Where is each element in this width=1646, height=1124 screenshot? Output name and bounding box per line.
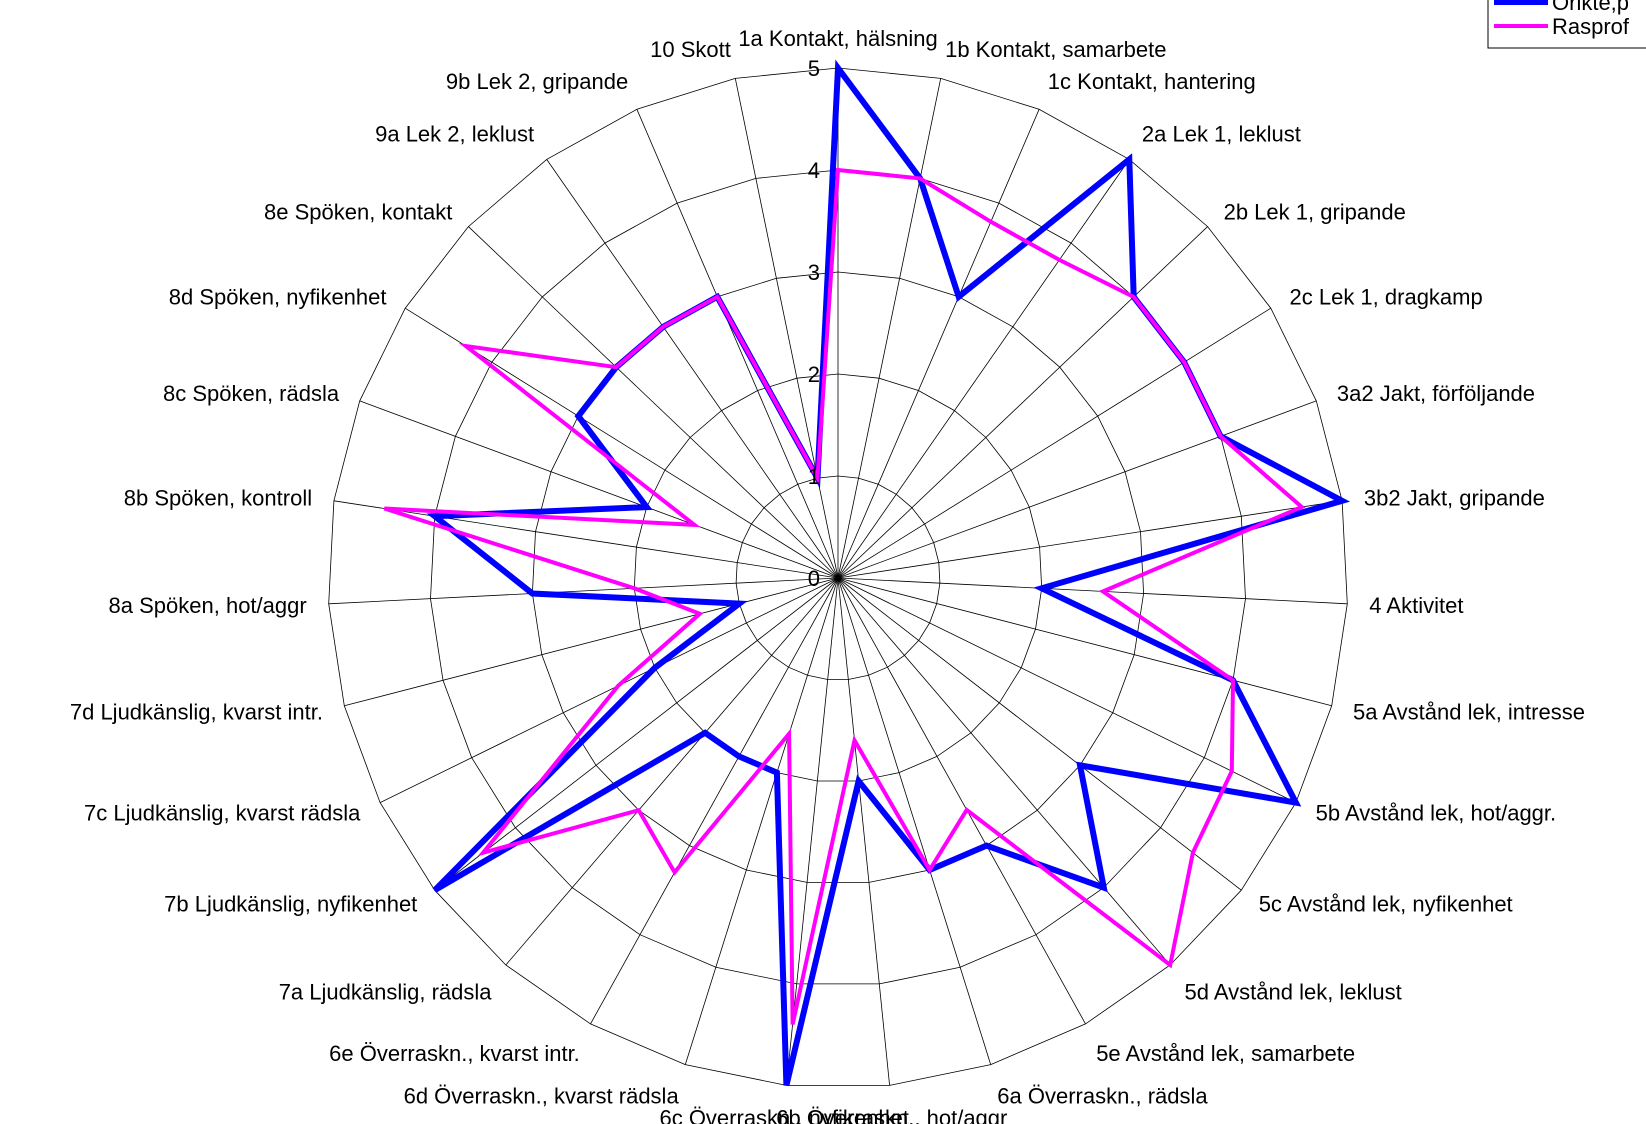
spoke	[786, 577, 839, 1086]
category-label: 6c Överraskn., nyfikenhet	[659, 1105, 908, 1124]
category-label: 7b Ljudkänslig, nyfikenhet	[164, 892, 417, 917]
grid-ring-5	[328, 67, 1348, 1086]
series-line-1	[426, 59, 1351, 1087]
spoke	[344, 577, 839, 707]
legend-entry-2: Rasprof	[1552, 14, 1630, 39]
spoke	[590, 577, 839, 1025]
spoke	[837, 577, 890, 1086]
spoke	[546, 159, 839, 579]
category-label: 5b Avstånd lek, hot/aggr.	[1316, 800, 1557, 825]
tick-label: 4	[808, 158, 820, 183]
series-lines	[383, 59, 1351, 1087]
category-label: 9a Lek 2, leklust	[375, 121, 534, 146]
category-labels: 1a Kontakt, hälsning 1b Kontakt, samarbet…	[70, 26, 1585, 1124]
category-label: 2a Lek 1, leklust	[1142, 121, 1301, 146]
spoke	[837, 226, 1208, 579]
spoke	[734, 78, 839, 579]
spoke	[468, 226, 839, 579]
spoke	[328, 577, 839, 605]
category-label: 3b2 Jakt, gripande	[1364, 485, 1545, 510]
series-line-2	[383, 167, 1306, 1025]
category-label: 6e Överraskn., kvarst intr.	[329, 1041, 580, 1066]
tick-label: 2	[808, 362, 820, 387]
tick-label: 3	[808, 260, 820, 285]
tick-label: 1	[808, 464, 820, 489]
spoke	[837, 307, 1272, 579]
grid-ring-1	[735, 475, 941, 680]
spoke	[837, 577, 1086, 1025]
category-label: 5d Avstånd lek, leklust	[1185, 980, 1402, 1005]
category-label: 8a Spöken, hot/aggr	[109, 593, 307, 618]
spoke	[837, 577, 1348, 605]
grid-ring-2	[633, 373, 1043, 782]
spoke	[333, 500, 839, 579]
tick-label: 5	[808, 56, 820, 81]
spoke	[837, 577, 1242, 891]
category-label: 7c Ljudkänslig, kvarst rädsla	[84, 800, 361, 825]
grid-ring-3	[531, 271, 1145, 883]
category-label: 4 Aktivitet	[1369, 593, 1463, 618]
spoke	[837, 577, 1297, 803]
spoke	[837, 159, 1130, 579]
spoke	[837, 400, 1317, 579]
category-label: 6a Överraskn., rädsla	[997, 1084, 1208, 1109]
category-label: 1c Kontakt, hantering	[1048, 69, 1256, 94]
category-label: 6b Överraskn., hot/aggr	[776, 1105, 1007, 1124]
spoke	[684, 577, 839, 1065]
category-label: 8d Spöken, nyfikenhet	[169, 285, 387, 310]
spoke	[837, 109, 1040, 579]
spoke	[837, 577, 992, 1065]
category-label: 5a Avstånd lek, intresse	[1353, 699, 1585, 724]
category-label: 8b Spöken, kontroll	[124, 485, 312, 510]
category-label: 6d Överraskn., kvarst rädsla	[404, 1084, 680, 1109]
category-label: 1b Kontakt, samarbete	[945, 37, 1166, 62]
spoke	[837, 577, 1171, 966]
category-label: 7d Ljudkänslig, kvarst intr.	[70, 699, 323, 724]
radial-tick-labels: 0 1 2 3 4 5	[808, 56, 820, 591]
category-label: 5c Avstånd lek, nyfikenhet	[1259, 892, 1513, 917]
category-label: 2b Lek 1, gripande	[1224, 200, 1406, 225]
category-label: 2c Lek 1, dragkamp	[1290, 285, 1483, 310]
category-label: 1a Kontakt, hälsning	[738, 26, 937, 51]
spoke	[359, 400, 839, 579]
category-label: 7a Ljudkänslig, rädsla	[279, 980, 493, 1005]
category-label: 8c Spöken, rädsla	[163, 381, 340, 406]
category-label: 10 Skott	[650, 37, 731, 62]
spoke	[837, 78, 942, 579]
spoke	[379, 577, 839, 803]
spoke	[837, 500, 1343, 579]
category-label: 9b Lek 2, gripande	[446, 69, 628, 94]
spoke	[837, 577, 1332, 707]
spokes	[328, 68, 1348, 1086]
category-label: 8e Spöken, kontakt	[264, 200, 452, 225]
spoke	[505, 577, 839, 966]
category-label: 3a2 Jakt, förföljande	[1337, 381, 1535, 406]
category-label: 5e Avstånd lek, samarbete	[1096, 1041, 1355, 1066]
spoke	[434, 577, 839, 891]
legend-entry-1: Orikte,p	[1552, 0, 1629, 15]
spoke	[636, 109, 839, 579]
tick-label: 0	[808, 566, 820, 591]
